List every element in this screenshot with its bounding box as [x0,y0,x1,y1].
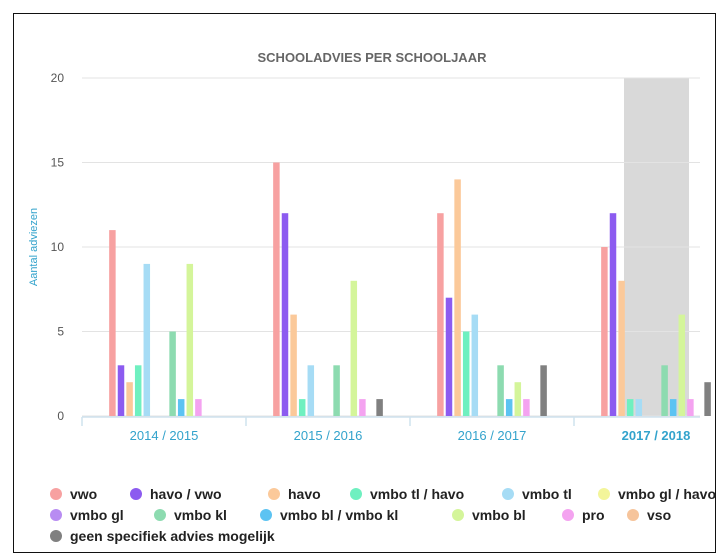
legend-swatch [130,488,142,500]
y-axis-label: Aantal adviezen [28,208,40,286]
legend-swatch [562,509,574,521]
legend-swatch [268,488,280,500]
bar [376,399,383,416]
y-tick-label: 5 [57,325,64,339]
y-tick-label: 10 [51,240,65,254]
legend-label: vmbo bl [472,507,526,523]
x-tick-label: 2014 / 2015 [130,428,199,443]
legend-swatch [502,488,514,500]
legend-item[interactable]: vso [627,505,671,525]
bar [462,331,470,416]
bar [134,365,142,416]
bar [359,399,366,416]
legend-swatch [350,488,362,500]
bar [601,247,608,416]
legend-item[interactable]: vmbo bl [452,505,526,525]
bar [350,280,358,416]
legend-item[interactable]: havo / vwo [130,484,222,504]
bar [109,230,116,416]
legend-label: pro [582,507,605,523]
legend-item[interactable]: vmbo gl [50,505,124,525]
bar [704,382,711,416]
legend-label: havo [288,486,321,502]
bar [281,213,289,416]
legend-swatch [50,488,62,500]
bar [307,365,315,416]
bar [298,399,306,416]
bar [661,365,668,416]
bar [169,331,176,416]
bar [618,280,625,416]
bar [609,213,617,416]
x-tick-label: 2017 / 2018 [622,428,691,443]
bar [126,382,133,416]
legend-label: vwo [70,486,98,502]
bar [471,314,479,416]
bar [626,399,634,416]
legend-swatch [260,509,272,521]
legend-item[interactable]: vmbo tl [502,484,572,504]
legend-label: vmbo kl [174,507,227,523]
legend-swatch [50,530,62,542]
y-tick-label: 15 [51,156,65,170]
bar [445,297,453,416]
bar [437,213,444,416]
legend-label: geen specifiek advies mogelijk [70,528,275,544]
bar [540,365,547,416]
bar [195,399,202,416]
legend-swatch [627,509,639,521]
legend-swatch [154,509,166,521]
bar [143,263,151,416]
legend-swatch [50,509,62,521]
legend-swatch [598,488,610,500]
legend-label: havo / vwo [150,486,222,502]
legend-item[interactable]: havo [268,484,321,504]
legend-label: vmbo gl [70,507,124,523]
bar [514,382,522,416]
chart-frame [13,13,716,553]
bar [635,399,643,416]
bar [186,263,194,416]
legend-label: vmbo gl / havo [618,486,717,502]
x-tick-label: 2016 / 2017 [458,428,527,443]
legend-item[interactable]: vmbo bl / vmbo kl [260,505,398,525]
legend-item[interactable]: pro [562,505,605,525]
bar [273,162,280,416]
chart-title: SCHOOLADVIES PER SCHOOLJAAR [258,50,488,65]
legend-swatch [452,509,464,521]
x-tick-label: 2015 / 2016 [294,428,363,443]
bar [523,399,530,416]
y-tick-label: 20 [51,71,65,85]
bar [505,399,513,416]
bar [333,365,340,416]
bar [454,179,461,416]
bar [687,399,694,416]
legend-label: vmbo bl / vmbo kl [280,507,399,523]
y-tick-label: 0 [57,409,64,423]
legend-item[interactable]: vwo [50,484,97,504]
bar [669,399,677,416]
bar [290,314,297,416]
legend-item[interactable]: vmbo tl / havo [350,484,464,504]
legend-item[interactable]: vmbo kl [154,505,227,525]
legend-label: vso [647,507,672,523]
bar [678,314,686,416]
legend-label: vmbo tl / havo [370,486,465,502]
bar [177,399,185,416]
bar [117,365,125,416]
legend-label: vmbo tl [522,486,572,502]
legend-item[interactable]: vmbo gl / havo [598,484,716,504]
legend-item[interactable]: geen specifiek advies mogelijk [50,526,275,546]
bar [497,365,504,416]
